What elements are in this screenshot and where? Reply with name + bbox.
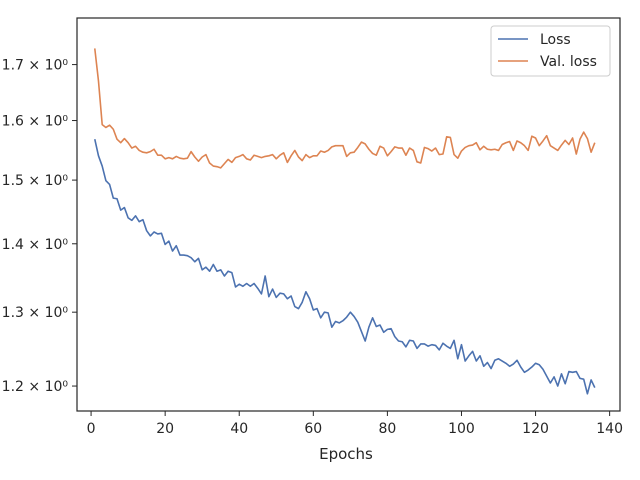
x-tick-label: 80 xyxy=(378,421,396,437)
legend-label-loss: Loss xyxy=(540,32,571,48)
x-tick-label: 40 xyxy=(230,421,248,437)
plot-frame xyxy=(76,17,621,412)
series-line-loss xyxy=(93,139,596,395)
x-tick-label: 120 xyxy=(522,421,549,437)
x-tick-label: 20 xyxy=(156,421,174,437)
x-tick-label: 0 xyxy=(87,421,96,437)
y-tick-label: 1.2 × 10⁰ xyxy=(2,379,69,395)
legend-label-val-loss: Val. loss xyxy=(540,54,597,70)
y-axis: 1.2 × 10⁰ 1.3 × 10⁰ 1.4 × 10⁰ 1.5 × 10⁰ 1.6 … xyxy=(2,58,77,395)
legend: Loss Val. loss xyxy=(490,25,611,77)
series-line-val-loss xyxy=(93,48,596,169)
y-tick-label: 1.3 × 10⁰ xyxy=(2,305,69,321)
y-tick-label: 1.5 × 10⁰ xyxy=(2,173,69,189)
series-layer xyxy=(93,48,596,395)
x-tick-label: 100 xyxy=(448,421,475,437)
y-tick-label: 1.7 × 10⁰ xyxy=(2,58,69,74)
x-tick-label: 140 xyxy=(596,421,623,437)
y-tick-label: 1.4 × 10⁰ xyxy=(2,237,69,253)
x-tick-label: 60 xyxy=(304,421,322,437)
x-axis-label: Epochs xyxy=(319,445,373,463)
y-tick-label: 1.6 × 10⁰ xyxy=(2,114,69,130)
x-axis: 0 20 40 60 80 100 120 140 xyxy=(87,411,623,437)
